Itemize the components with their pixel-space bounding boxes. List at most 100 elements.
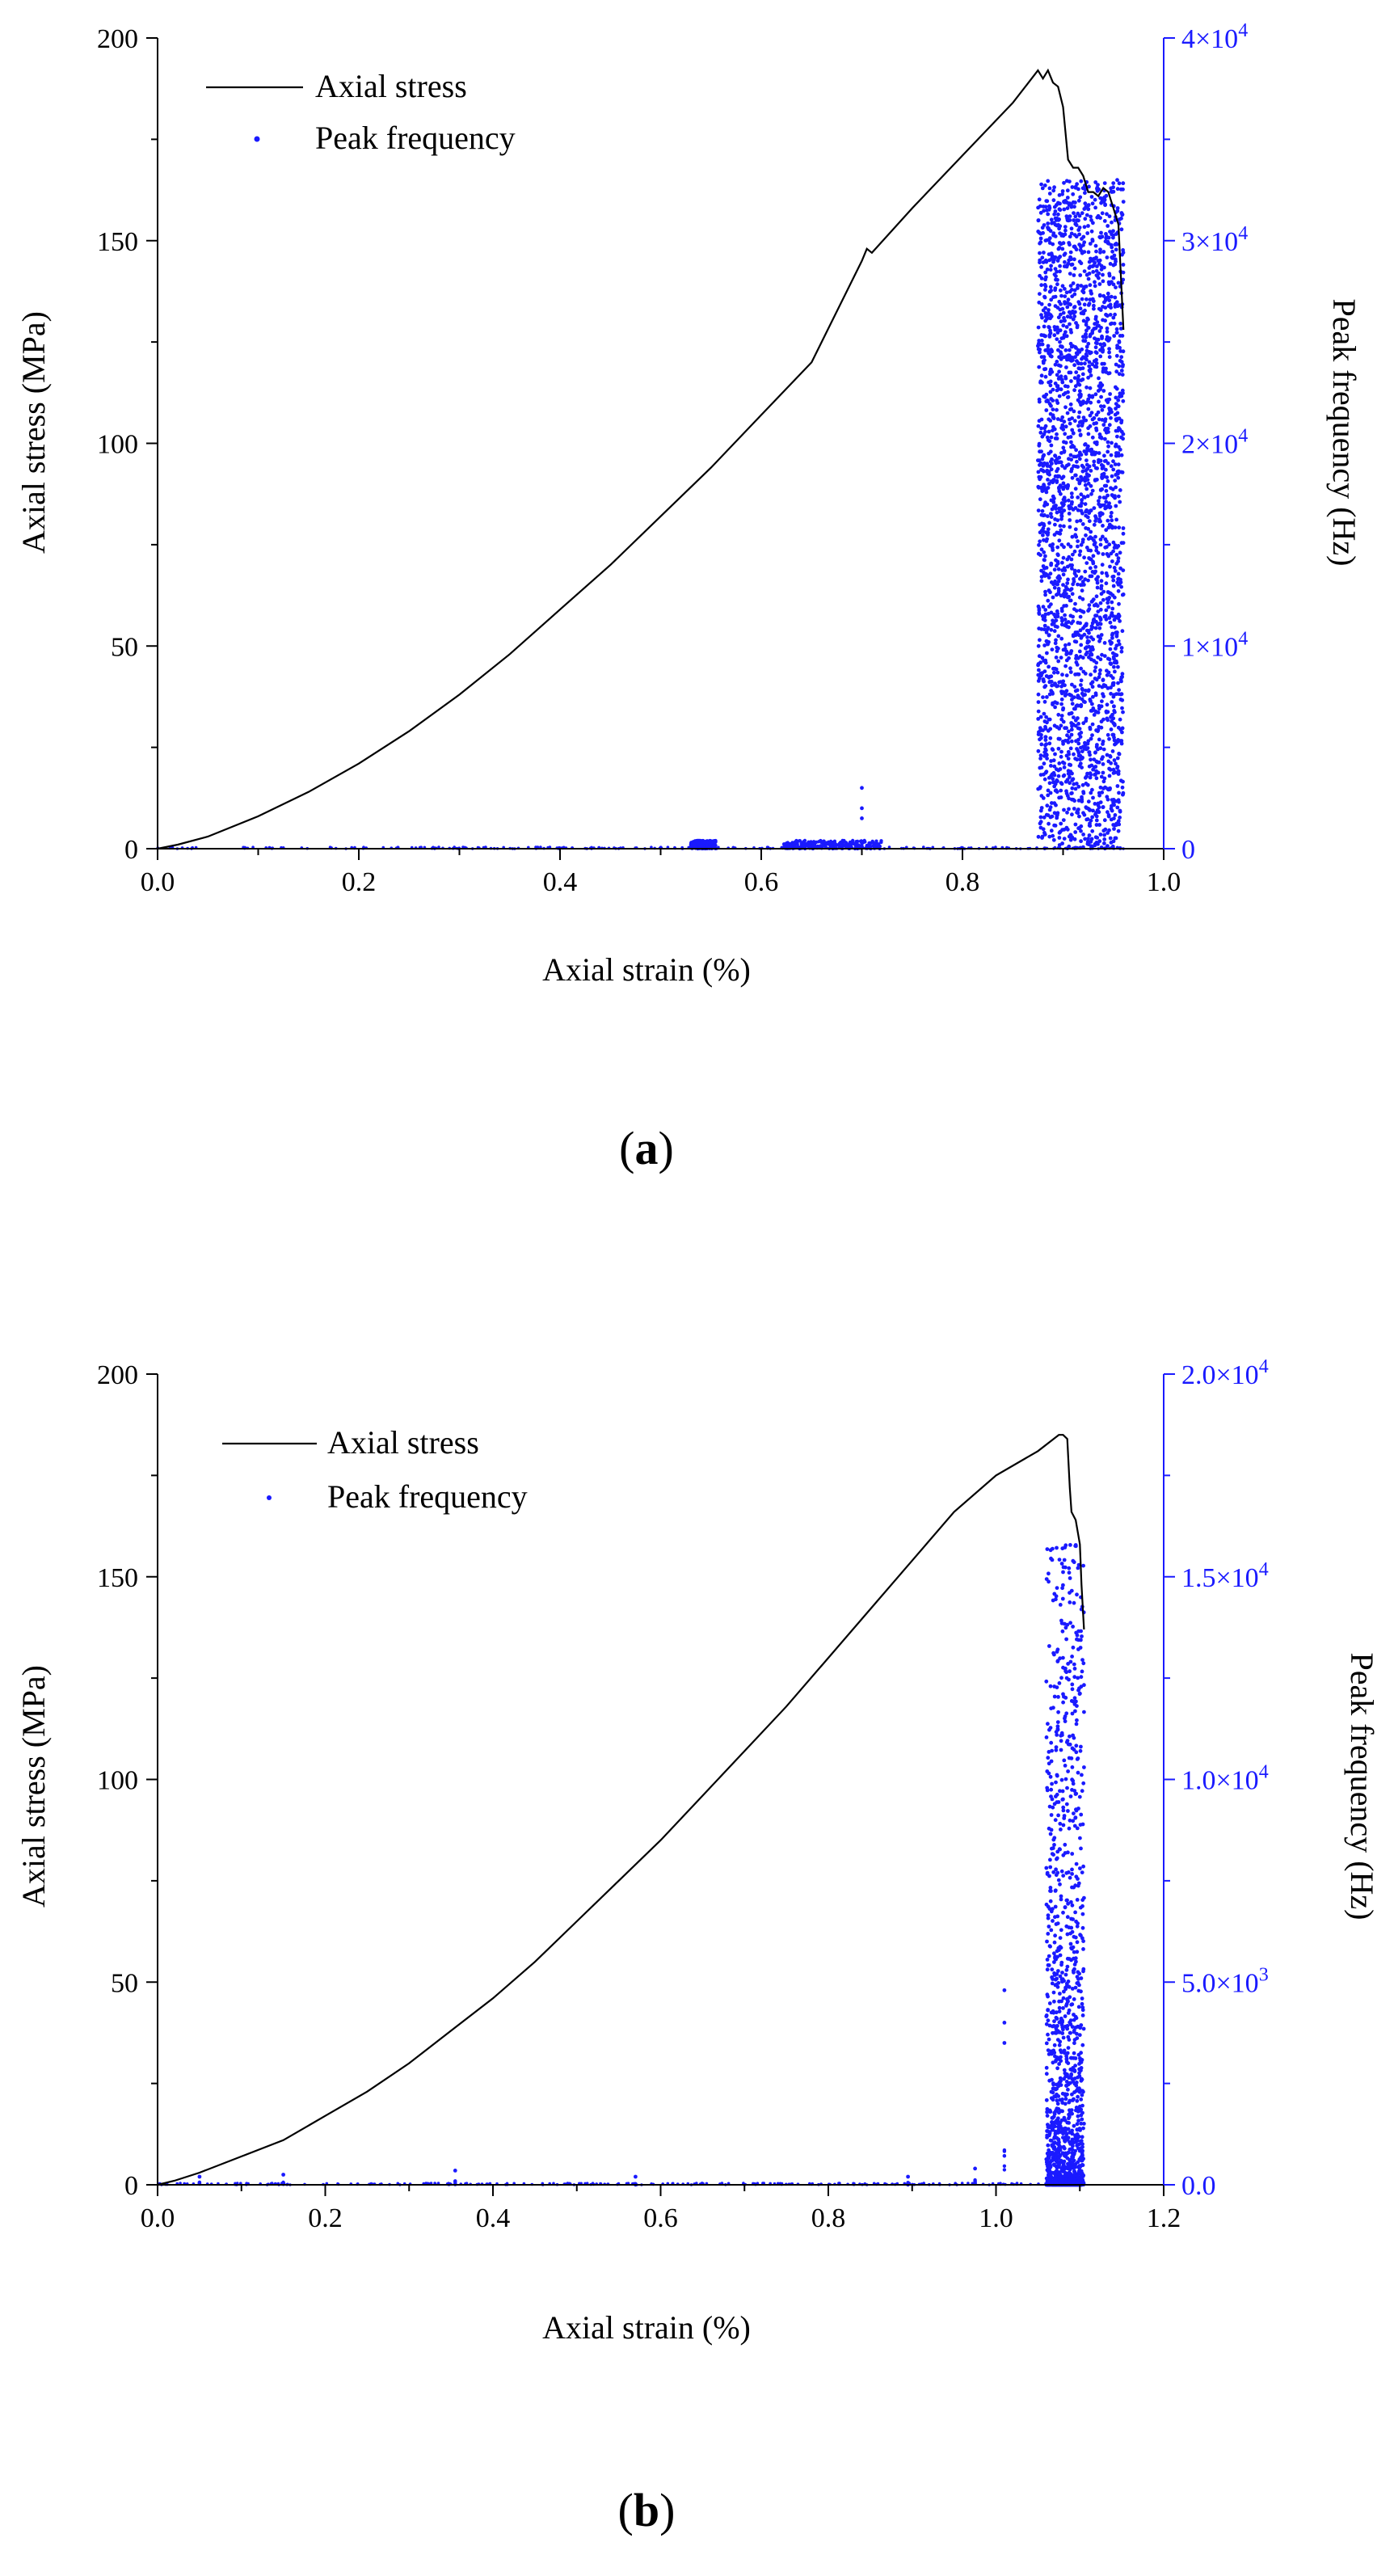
frequency-point <box>1079 2121 1084 2126</box>
frequency-point <box>1072 1662 1076 1667</box>
frequency-point <box>1063 1972 1068 1977</box>
frequency-point <box>1039 182 1043 187</box>
frequency-point <box>1051 2090 1055 2095</box>
frequency-point <box>1051 2060 1055 2065</box>
frequency-point <box>1092 538 1096 542</box>
frequency-point <box>1114 632 1119 637</box>
frequency-point <box>1069 203 1073 207</box>
frequency-point <box>1113 625 1117 630</box>
frequency-point <box>1089 469 1093 473</box>
frequency-point <box>1097 329 1102 333</box>
frequency-point <box>1084 285 1089 289</box>
frequency-point <box>1037 542 1041 547</box>
frequency-point <box>1079 2146 1084 2151</box>
frequency-point <box>1059 528 1063 533</box>
frequency-point <box>1044 2065 1049 2070</box>
frequency-point <box>1064 1870 1069 1875</box>
frequency-point <box>1047 1954 1051 1958</box>
frequency-point <box>1101 342 1106 346</box>
frequency-point <box>1059 714 1064 718</box>
frequency-point <box>1097 451 1101 455</box>
frequency-point <box>1046 788 1051 793</box>
frequency-point <box>1114 485 1118 490</box>
frequency-point <box>1046 179 1051 183</box>
frequency-point <box>1117 445 1121 449</box>
frequency-point <box>1115 784 1120 788</box>
frequency-point <box>1077 649 1082 654</box>
frequency-point <box>1086 799 1091 804</box>
frequency-point <box>1059 377 1064 382</box>
frequency-point <box>1068 242 1072 247</box>
frequency-point <box>1108 392 1112 396</box>
frequency-point <box>1105 668 1109 673</box>
frequency-point <box>1068 763 1073 767</box>
frequency-point <box>1038 350 1042 355</box>
frequency-point <box>1072 752 1076 757</box>
frequency-point <box>1053 700 1058 705</box>
frequency-point <box>1044 1679 1049 1684</box>
frequency-point <box>1085 635 1089 639</box>
frequency-point <box>1071 2098 1075 2102</box>
frequency-point <box>281 2181 285 2185</box>
frequency-point <box>1110 232 1114 237</box>
frequency-point <box>1047 380 1051 385</box>
frequency-point <box>1069 379 1073 383</box>
frequency-point <box>1055 1647 1060 1652</box>
frequency-point <box>1079 731 1084 735</box>
frequency-point <box>1076 807 1080 812</box>
frequency-point <box>1054 1745 1059 1750</box>
frequency-point <box>1109 514 1114 519</box>
frequency-point <box>1041 605 1046 609</box>
frequency-point <box>1056 315 1061 320</box>
frequency-point <box>1110 511 1114 515</box>
frequency-point <box>1047 834 1052 839</box>
frequency-point <box>705 843 709 848</box>
frequency-point <box>1077 301 1082 306</box>
frequency-point <box>1115 209 1120 213</box>
frequency-point <box>1059 691 1064 696</box>
frequency-point <box>1085 841 1090 846</box>
frequency-point <box>1095 585 1100 590</box>
frequency-point <box>1105 753 1110 757</box>
frequency-point <box>1082 1710 1086 1714</box>
frequency-point <box>1117 339 1122 344</box>
frequency-point <box>1103 436 1107 441</box>
frequency-point <box>1051 1805 1055 1810</box>
frequency-point <box>1093 750 1097 755</box>
frequency-point <box>1059 1777 1064 1782</box>
frequency-point <box>1119 429 1124 434</box>
frequency-point <box>1073 1883 1078 1888</box>
frequency-point <box>1047 308 1051 312</box>
frequency-point <box>713 840 717 845</box>
frequency-point <box>1064 1711 1069 1716</box>
frequency-point <box>1101 552 1106 556</box>
frequency-point <box>1069 1958 1073 1963</box>
frequency-point <box>1054 2165 1059 2169</box>
frequency-point <box>1046 221 1051 226</box>
frequency-point <box>1079 2051 1083 2055</box>
frequency-point <box>1058 328 1063 333</box>
frequency-point <box>1070 1987 1075 1991</box>
frequency-point <box>1052 1960 1056 1964</box>
frequency-point <box>1039 355 1044 359</box>
frequency-point <box>1071 1945 1076 1950</box>
frequency-point <box>1055 1659 1060 1663</box>
frequency-point <box>1058 339 1062 344</box>
frequency-point <box>1077 595 1082 600</box>
frequency-point <box>1114 799 1118 803</box>
frequency-point <box>1038 765 1042 770</box>
frequency-point <box>1108 505 1112 510</box>
frequency-point <box>1068 2030 1072 2035</box>
frequency-point <box>1062 449 1067 453</box>
frequency-point <box>1093 317 1098 322</box>
frequency-point <box>1119 360 1124 365</box>
frequency-point <box>1075 1592 1079 1597</box>
frequency-point <box>1040 380 1044 385</box>
frequency-point <box>1068 2018 1073 2023</box>
frequency-point <box>1058 1953 1063 1958</box>
frequency-point <box>1064 1924 1069 1929</box>
frequency-point <box>1083 577 1088 582</box>
frequency-point <box>1107 616 1112 620</box>
frequency-point <box>1101 762 1106 766</box>
